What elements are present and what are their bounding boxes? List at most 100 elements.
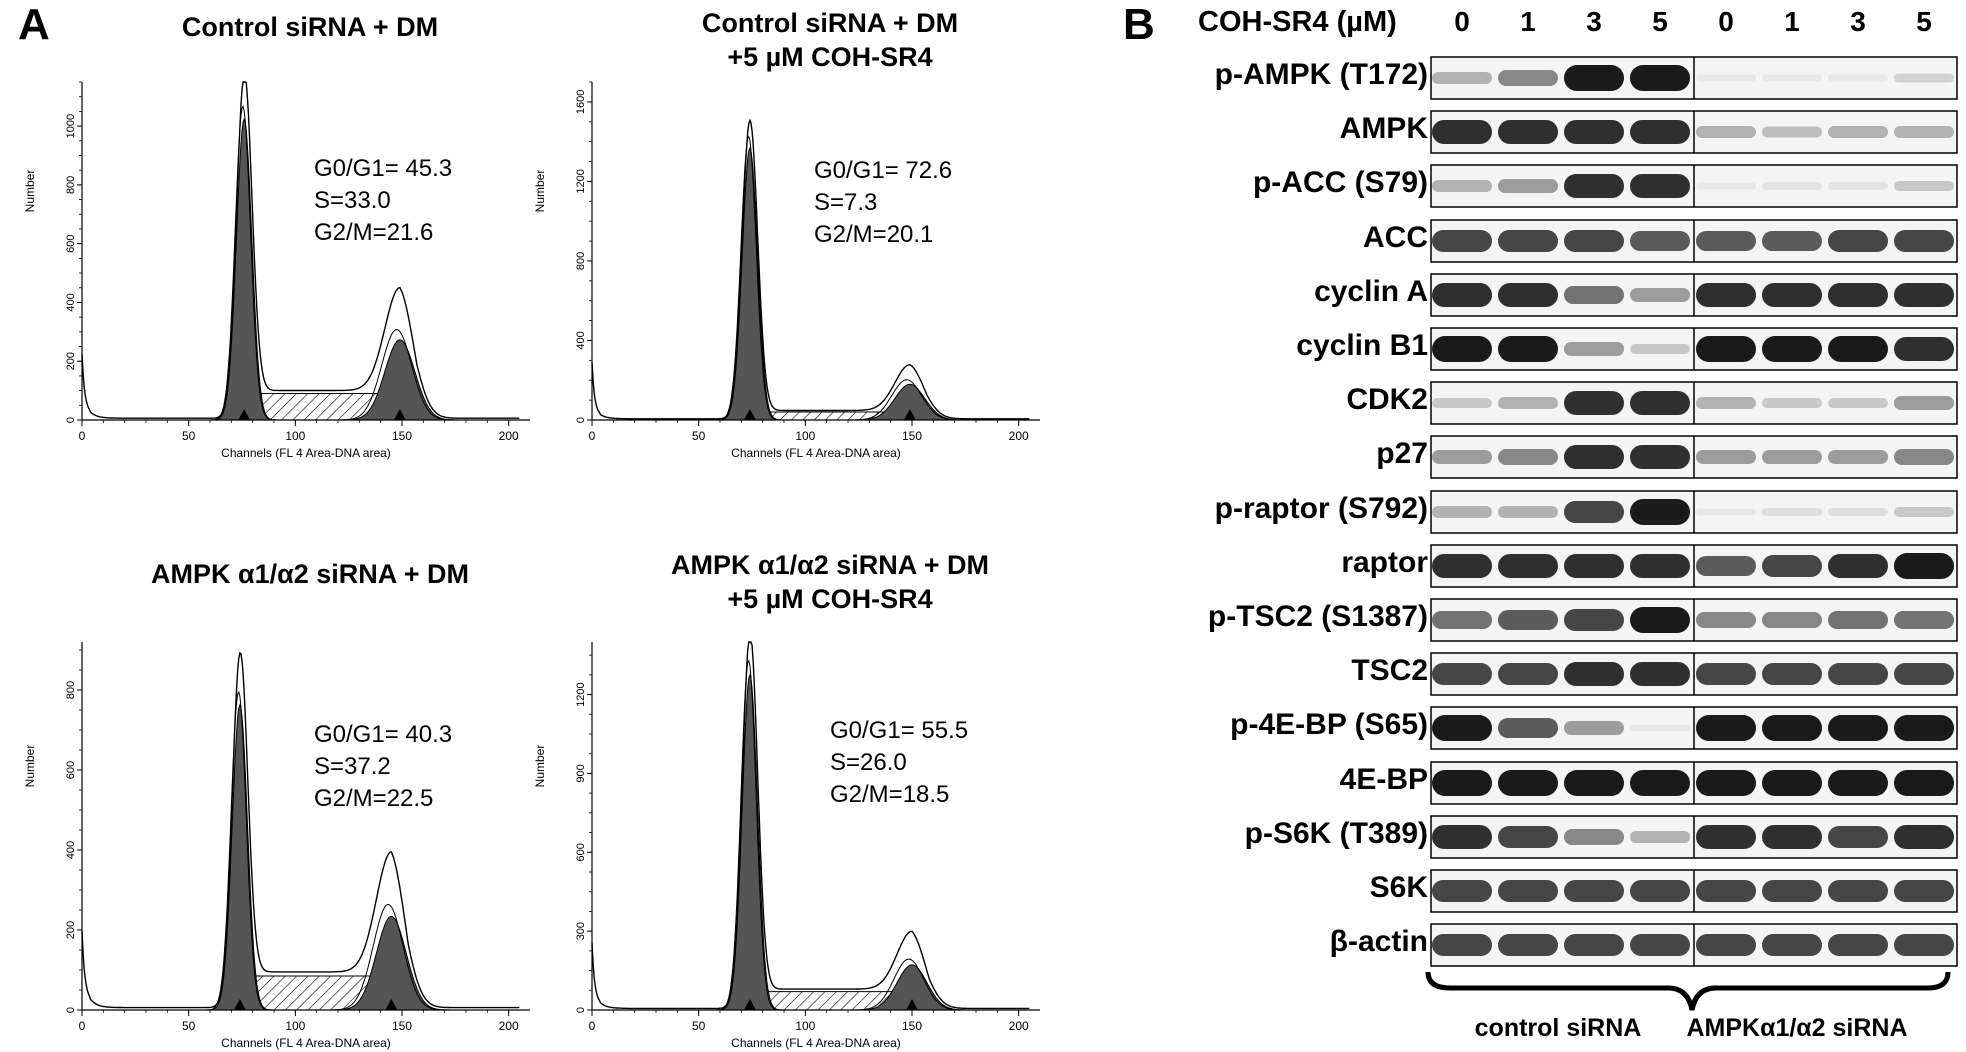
blot-band [1828,934,1888,957]
y-tick-label: 200 [65,921,77,939]
g2m-marker-icon [903,409,916,420]
blot-band [1894,880,1954,902]
histogram-1-stat-g1: G0/G1= 45.3 [314,155,453,182]
histogram-3-stat-g2m: G2/M=22.5 [314,785,434,812]
histogram-4-title: AMPK α1/α2 siRNA + DM +5 µM COH-SR4 [610,548,1050,616]
blot-band [1630,830,1690,843]
histogram-4-title-line-2: +5 µM COH-SR4 [727,584,933,614]
x-axis-label: Channels (FL 4 Area-DNA area) [221,1036,391,1050]
blot-band [1564,662,1624,687]
x-tick-label: 150 [902,1019,922,1033]
blot-band [1696,74,1756,82]
blot-band [1894,506,1954,517]
x-tick-label: 100 [795,1019,815,1033]
x-tick-label: 200 [1009,1019,1029,1033]
blot-band [1894,337,1954,361]
blot-band [1828,282,1888,307]
y-tick-label: 0 [65,1007,77,1013]
y-tick-label: 1600 [575,90,587,114]
blot-band [1696,126,1756,139]
concentration-label: 5 [1652,6,1668,37]
blot-band [1630,880,1690,902]
blot-band [1630,391,1690,416]
blot-band [1564,721,1624,736]
blot-band [1696,282,1756,307]
g1-marker-icon [233,999,246,1010]
g2m-marker-icon [385,999,398,1010]
blot-band [1564,934,1624,957]
histogram-4-stat-s: S=26.0 [830,749,907,776]
blot-band [1432,769,1492,796]
blot-band [1828,336,1888,362]
protein-label: CDK2 [1346,383,1428,417]
protein-label: raptor [1341,545,1428,579]
blot-band [1432,120,1492,145]
blot-band [1894,73,1954,83]
brace-control-sirna [1425,971,1717,1011]
blot-band [1498,397,1558,410]
blot-band [1432,229,1492,252]
blot-band [1564,609,1624,631]
x-tick-label: 200 [499,429,519,443]
blot-band [1696,336,1756,362]
histogram-2-stat-s: S=7.3 [814,189,878,216]
blot-band [1696,769,1756,796]
blot-band [1630,607,1690,633]
blot-band [1432,180,1492,193]
blot-band [1894,396,1954,411]
blot-band [1762,934,1822,957]
blot-band [1498,553,1558,578]
g2m-marker-icon [393,409,406,420]
blot-band [1564,285,1624,304]
blot-band [1828,74,1888,82]
y-tick-label: 800 [575,252,587,270]
blot-band [1630,724,1690,732]
raw-histogram-line [591,118,1030,420]
histogram-4-title-line-1: AMPK α1/α2 siRNA + DM [670,550,989,580]
blot-band [1498,449,1558,466]
histogram-1-title: Control siRNA + DM [80,10,540,44]
blot-band [1696,450,1756,465]
y-tick-label: 1200 [575,682,587,706]
blot-strip [1430,489,1958,534]
protein-label: cyclin A [1314,274,1428,308]
histogram-3-title-line-1: AMPK α1/α2 siRNA + DM [150,559,469,589]
raw-histogram-line [81,81,520,419]
concentration-label: 3 [1586,6,1602,37]
blot-band [1564,229,1624,252]
y-tick-label: 1200 [575,169,587,193]
x-tick-label: 50 [692,1019,706,1033]
blot-band [1762,612,1822,628]
histogram-2-title-line-1: Control siRNA + DM [701,8,959,38]
protein-label: 4E-BP [1339,762,1428,796]
blot-band [1828,398,1888,409]
protein-label: p-TSC2 (S1387) [1207,600,1428,633]
blot-band [1828,825,1888,848]
blot-band [1564,880,1624,902]
group-braces [1425,971,1951,1011]
blot-band [1828,182,1888,191]
blot-band [1498,718,1558,739]
blot-band [1498,120,1558,145]
blot-strip [1430,544,1958,588]
brace-ampk-sirna [1689,971,1951,1011]
histogram-4-stats: G0/G1= 55.5 S=26.0 G2/M=18.5 [830,715,968,811]
histogram-2: 0 400 800 1200 1600 0 50 100 150 200 Channels (FL … [533,81,1040,460]
y-tick-label: 1000 [65,114,77,138]
protein-label: p-S6K (T389) [1244,816,1428,850]
blot-band [1762,230,1822,251]
blot-band [1828,769,1888,796]
blot-band [1630,934,1690,957]
y-tick-label: 400 [65,293,77,311]
blot-band [1564,500,1624,523]
histogram-2-stats: G0/G1= 72.6 S=7.3 G2/M=20.1 [814,155,952,251]
blot-band [1696,715,1756,742]
x-tick-label: 50 [692,429,706,443]
histogram-3-title: AMPK α1/α2 siRNA + DM [80,557,540,591]
y-axis-label: Number [23,170,37,213]
g1-marker-icon [238,409,251,420]
blot-strip [1430,760,1958,805]
x-axis-label: Channels (FL 4 Area-DNA area) [731,446,901,460]
blot-band [1630,174,1690,199]
blot-strip [1430,110,1958,154]
